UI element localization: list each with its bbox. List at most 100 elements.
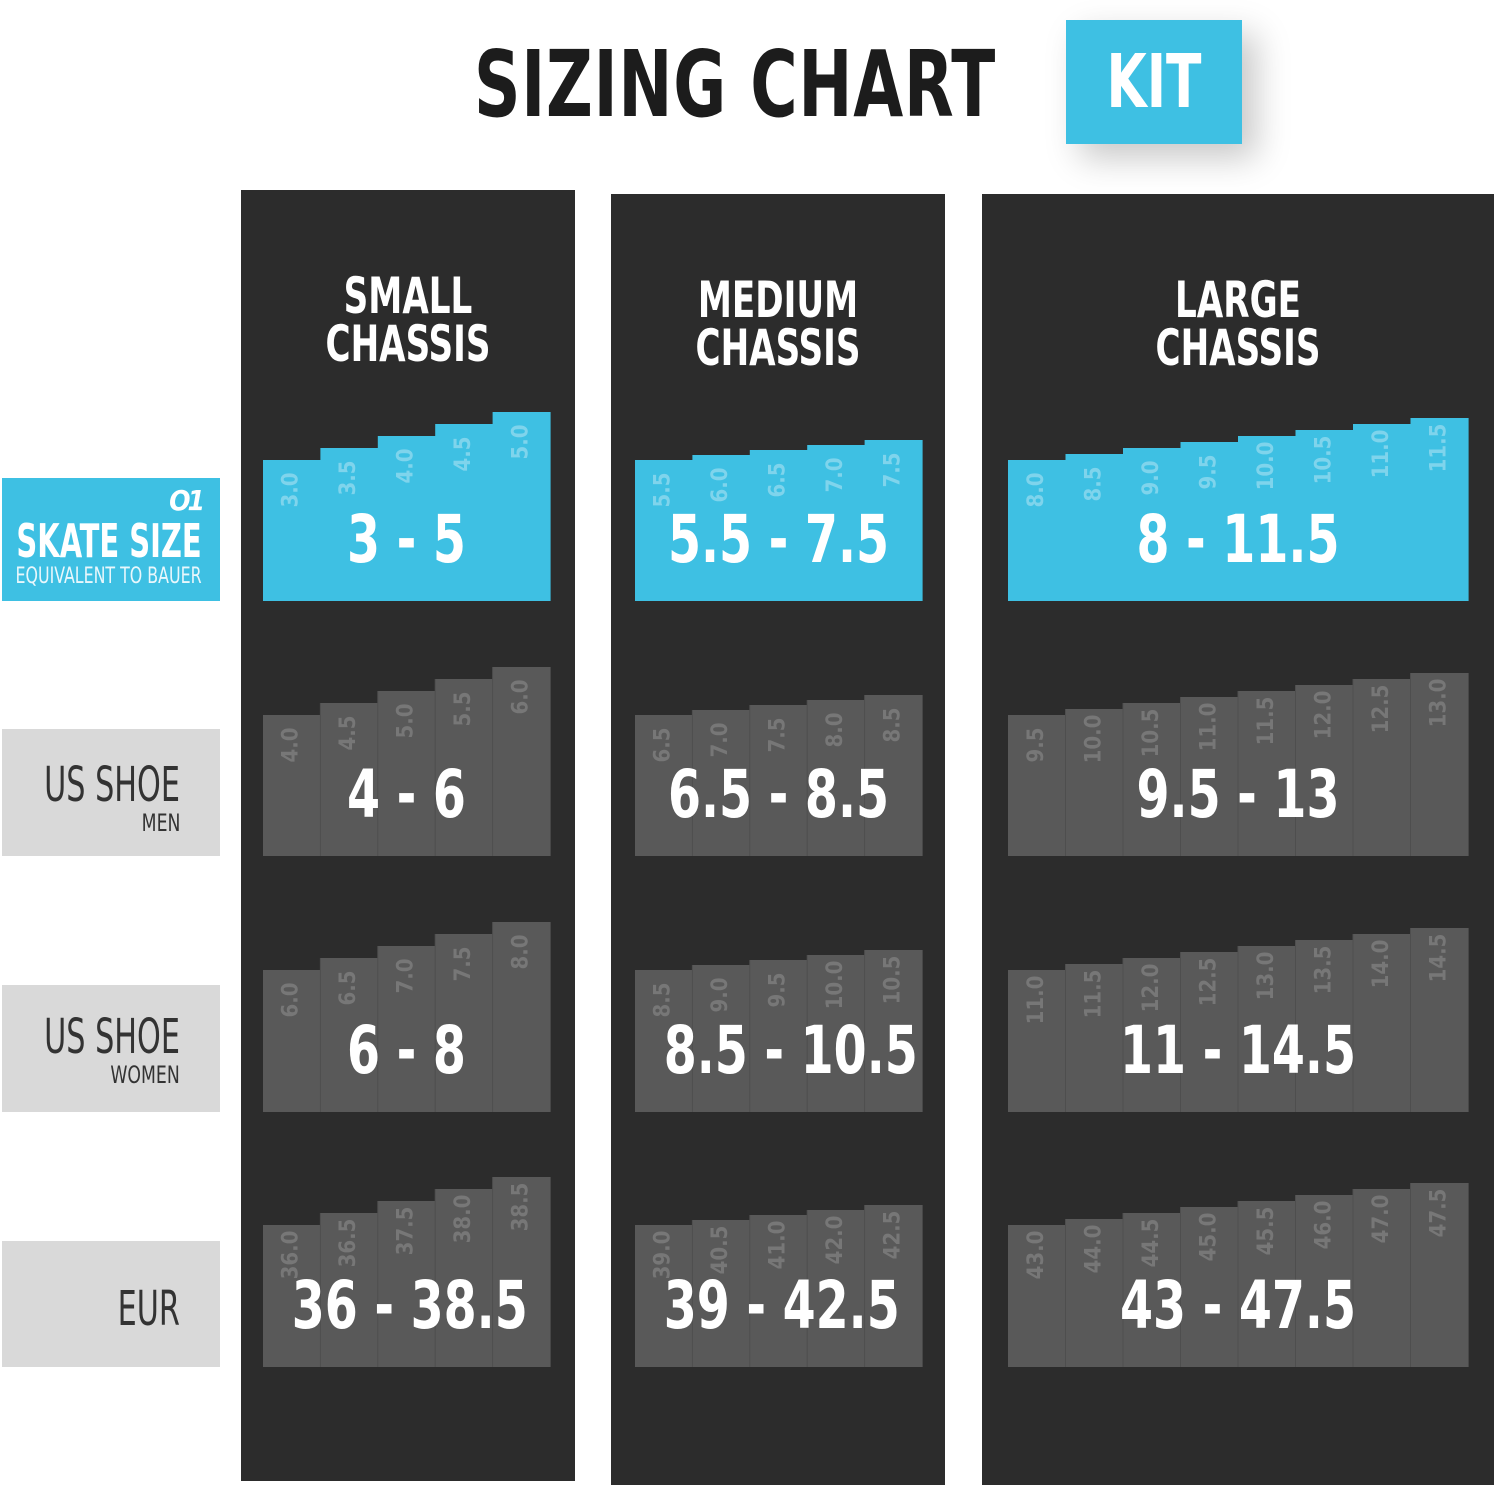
- size-range-label: 5.5 - 7.5: [667, 501, 890, 578]
- size-segment: [320, 448, 379, 601]
- size-value-label: 6.0: [708, 467, 733, 502]
- size-value-label: 11.5: [1254, 697, 1279, 746]
- size-value-label: 7.5: [880, 452, 905, 487]
- size-segment: [435, 1189, 494, 1367]
- size-cell: 39.0 40.5 41.0 42.0 42.5 39 - 42.5: [635, 1205, 923, 1367]
- size-value-label: 8.5: [880, 707, 905, 742]
- size-segment: [1410, 673, 1469, 856]
- size-value-label: 14.0: [1369, 940, 1394, 989]
- size-segment: [435, 424, 494, 601]
- size-value-label: 38.5: [508, 1183, 533, 1232]
- size-value-label: 36.5: [336, 1219, 361, 1268]
- kit-badge: KIT: [1066, 20, 1242, 144]
- size-segment: [1008, 1225, 1067, 1367]
- size-value-label: 6.0: [508, 679, 533, 714]
- size-value-label: 8.0: [823, 712, 848, 747]
- size-segment: [692, 965, 751, 1112]
- chassis-title: SMALL CHASSIS: [325, 267, 491, 373]
- size-segment: [1123, 703, 1182, 856]
- size-segment: [263, 715, 321, 856]
- size-value-label: 9.5: [1024, 727, 1049, 762]
- size-segment: [807, 955, 866, 1112]
- size-value-label: 12.5: [1196, 958, 1221, 1007]
- size-value-label: 8.0: [508, 934, 533, 969]
- size-segment: [1353, 679, 1412, 856]
- size-range-label: 39 - 42.5: [663, 1267, 900, 1344]
- size-cell: 36.0 36.5 37.5 38.0 38.5 36 - 38.5: [263, 1177, 551, 1367]
- size-value-label: 8.5: [651, 982, 676, 1017]
- size-value-label: 43.0: [1024, 1231, 1049, 1280]
- size-segment: [1008, 460, 1067, 601]
- size-value-label: 7.0: [394, 958, 419, 993]
- size-value-label: 4.0: [394, 448, 419, 483]
- size-value-label: 41.0: [766, 1221, 791, 1270]
- size-cell: 4.0 4.5 5.0 5.5 6.0 4 - 6: [263, 667, 551, 856]
- size-value-label: 12.0: [1311, 691, 1336, 740]
- size-value-label: 9.0: [1139, 460, 1164, 495]
- size-value-label: 4.5: [336, 715, 361, 750]
- size-segment: [749, 450, 808, 601]
- size-segment: [1180, 1207, 1239, 1367]
- size-segment: [320, 703, 379, 856]
- size-cell: 3.0 3.5 4.0 4.5 5.0 3 - 5: [263, 412, 551, 601]
- size-value-label: 9.5: [1196, 454, 1221, 489]
- size-value-label: 6.0: [279, 982, 304, 1017]
- size-segment: [1353, 934, 1412, 1112]
- size-segment: [1123, 448, 1182, 601]
- size-segment: [377, 436, 436, 601]
- size-segment: [635, 970, 693, 1112]
- size-segment: [263, 1225, 321, 1367]
- size-segment: [1238, 436, 1297, 601]
- size-segment: [692, 1220, 751, 1367]
- size-cell: 43.0 44.0 44.5 45.0 45.5 46.0 47.0 47.5 43 - 47.…: [1008, 1183, 1469, 1367]
- size-cell: 6.5 7.0 7.5 8.0 8.5 6.5 - 8.5: [635, 695, 923, 856]
- size-cell: 9.5 10.0 10.5 11.0 11.5 12.0 12.5 13.0 9.5 - 13: [1008, 673, 1469, 856]
- size-value-label: 46.0: [1311, 1201, 1336, 1250]
- size-value-label: 12.0: [1139, 964, 1164, 1013]
- size-segment: [635, 1225, 693, 1367]
- size-segment: [749, 705, 808, 856]
- size-value-label: 42.5: [880, 1211, 905, 1260]
- size-value-label: 47.5: [1426, 1189, 1451, 1238]
- size-value-label: 10.0: [1254, 442, 1279, 491]
- size-segment: [1238, 946, 1297, 1112]
- size-segment: [1353, 424, 1412, 601]
- size-segment: [1410, 418, 1469, 601]
- page-title: SIZING CHART: [474, 31, 997, 138]
- size-segment: [1410, 1183, 1469, 1367]
- size-cell: 5.5 6.0 6.5 7.0 7.5 5.5 - 7.5: [635, 440, 923, 601]
- size-segment: [749, 1215, 808, 1367]
- size-segment: [692, 710, 751, 856]
- size-value-label: 10.0: [1081, 715, 1106, 764]
- size-segment: [492, 1177, 551, 1367]
- size-segment: [492, 412, 551, 601]
- size-segment: [1008, 715, 1067, 856]
- size-value-label: 42.0: [823, 1216, 848, 1265]
- size-value-label: 44.0: [1081, 1225, 1106, 1274]
- size-range-label: 11 - 14.5: [1119, 1012, 1357, 1089]
- row-label-skate-size: O1 SKATE SIZE EQUIVALENT TO BAUER: [2, 478, 220, 601]
- size-segment: [807, 1210, 866, 1367]
- row-label-us-shoe-men: US SHOE MEN: [2, 729, 220, 856]
- size-cell: 11.0 11.5 12.0 12.5 13.0 13.5 14.0 14.5 11 - 14.…: [1008, 928, 1469, 1112]
- size-value-label: 38.0: [451, 1195, 476, 1244]
- size-value-label: 47.0: [1369, 1195, 1394, 1244]
- size-cell: 8.5 9.0 9.5 10.0 10.5 8.5 - 10.5: [635, 950, 923, 1112]
- size-segment: [1065, 454, 1124, 601]
- size-segment: [320, 958, 379, 1112]
- size-value-label: 39.0: [651, 1231, 676, 1280]
- size-value-label: 6.5: [766, 462, 791, 497]
- size-value-label: 11.0: [1369, 430, 1394, 479]
- size-value-label: 11.0: [1196, 703, 1221, 752]
- size-value-label: 10.5: [1311, 436, 1336, 485]
- size-value-label: 3.0: [279, 472, 304, 507]
- size-segment: [320, 1213, 379, 1367]
- size-value-label: 4.0: [279, 727, 304, 762]
- size-range-label: 9.5 - 13: [1136, 756, 1340, 833]
- size-segment: [864, 950, 923, 1112]
- size-value-label: 45.0: [1196, 1213, 1221, 1262]
- size-segment: [1410, 928, 1469, 1112]
- size-value-label: 4.5: [451, 436, 476, 471]
- size-segment: [263, 970, 321, 1112]
- chassis-title: MEDIUM CHASSIS: [695, 271, 861, 377]
